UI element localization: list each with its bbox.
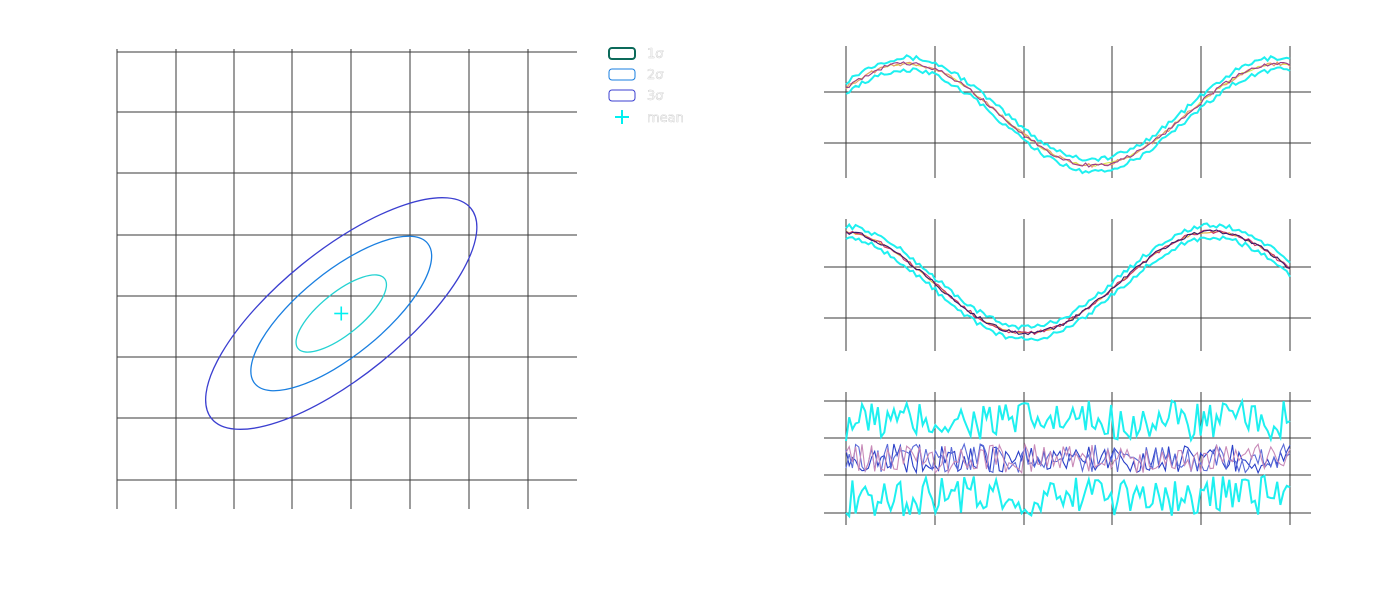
series-sample-3 — [845, 61, 1291, 169]
legend-swatch-1sigma — [608, 47, 636, 60]
mean-marker — [334, 306, 349, 321]
series-band-lower-1 — [845, 66, 1291, 175]
legend-swatch-2sigma — [608, 68, 636, 81]
legend-label-mean: mean — [647, 111, 684, 126]
series-sample-4 — [845, 442, 1291, 475]
ellipse-1sigma — [295, 274, 388, 353]
timeseries-plot-sine — [824, 46, 1311, 178]
series-band-lower-1 — [845, 474, 1291, 519]
grid — [824, 46, 1311, 178]
legend-item-2sigma: 2σ — [608, 68, 664, 83]
legend-swatch-3sigma — [608, 89, 636, 102]
legend-item-1sigma: 1σ — [608, 47, 664, 62]
legend-label-1sigma: 1σ — [647, 47, 664, 62]
series-band-upper-0 — [845, 222, 1291, 331]
ellipse-2sigma — [250, 235, 433, 392]
series-band-upper-0 — [845, 397, 1291, 443]
timeseries-plot-noise — [824, 392, 1311, 525]
series-sample-4 — [845, 61, 1291, 168]
legend-marker-mean — [615, 110, 629, 124]
grid — [116, 49, 577, 509]
grid — [824, 219, 1311, 351]
series-band-lower-1 — [845, 235, 1291, 342]
legend: 1σ 2σ 3σ mean — [608, 47, 684, 126]
legend-item-mean: mean — [615, 110, 684, 126]
series-sample-3 — [845, 229, 1291, 336]
timeseries-plot-cosine — [824, 219, 1311, 351]
legend-label-3sigma: 3σ — [647, 89, 664, 104]
series-sample-4 — [845, 229, 1291, 336]
ellipse-3sigma — [204, 197, 478, 430]
legend-label-2sigma: 2σ — [647, 68, 664, 83]
series-band-upper-0 — [845, 54, 1291, 163]
ellipse-plot — [116, 49, 577, 509]
legend-item-3sigma: 3σ — [608, 89, 664, 104]
